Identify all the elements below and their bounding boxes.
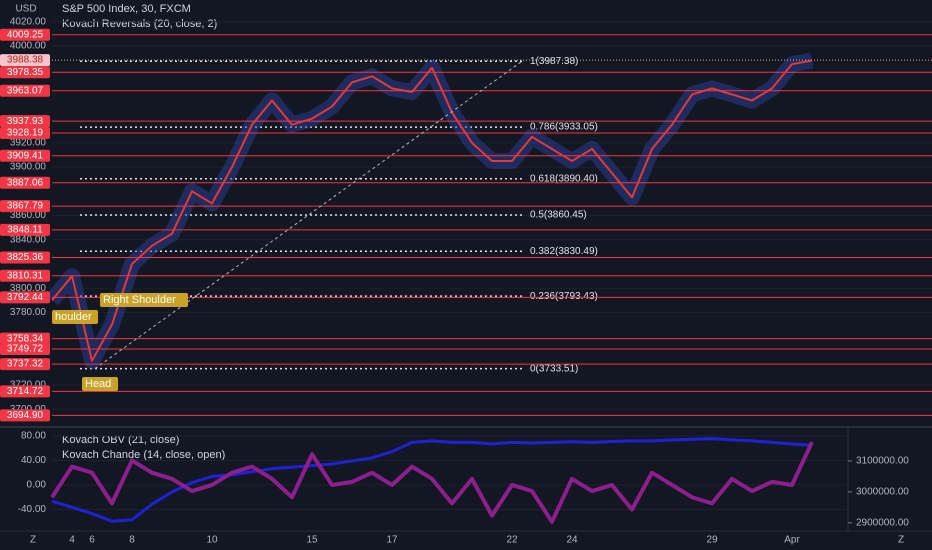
fib-label: 0.236(3793.43): [530, 291, 598, 302]
x-tick-label: 6: [89, 535, 95, 546]
x-tick-label: 24: [566, 535, 578, 546]
x-tick-label: 10: [206, 535, 218, 546]
y-tick-label: 40.00: [21, 455, 46, 466]
level-label: 3810.31: [7, 270, 44, 281]
y-tick-label: 4000.00: [10, 41, 47, 52]
y-tick-label: 0.00: [27, 480, 47, 491]
x-tick-label: 4: [69, 535, 75, 546]
z-button[interactable]: Z: [898, 535, 904, 546]
level-box: [0, 269, 50, 282]
y2-tick-label: 3000000.00: [856, 487, 909, 498]
indicator: Kovach Reversals (20, close, 2): [62, 18, 217, 30]
pane-title: Kovach Chande (14, close, open): [62, 449, 225, 461]
level-label: 3937.93: [7, 116, 44, 127]
level-label: 3963.07: [7, 85, 44, 96]
level-label: 3758.34: [7, 333, 44, 344]
level-box: [0, 343, 50, 356]
level-label: 3909.41: [7, 150, 44, 161]
fib-label: 0.382(3830.49): [530, 246, 598, 257]
level-box: [0, 291, 50, 304]
x-tick-label: 8: [129, 535, 135, 546]
level-label: 3749.72: [7, 344, 44, 355]
fib-label: 0.5(3860.45): [530, 210, 587, 221]
annotation-label: Right Shoulder: [103, 294, 176, 306]
y-tick-label: 3840.00: [10, 234, 47, 245]
y-tick-label: 80.00: [21, 431, 46, 442]
y-tick-label: 3800.00: [10, 283, 47, 294]
y2-tick-label: 3100000.00: [856, 456, 909, 467]
x-tick-label: 29: [706, 535, 718, 546]
y-tick-label: 3700.00: [10, 404, 47, 415]
indicator-line: [50, 441, 814, 524]
y-tick-label: 4020.00: [10, 16, 47, 27]
level-box: [0, 126, 50, 139]
level-box: [0, 332, 50, 345]
y2-tick-label: 2900000.00: [856, 517, 909, 528]
level-label: 3887.06: [7, 177, 44, 188]
annotation-label: Head: [85, 378, 111, 390]
annotation-label: houlder: [55, 311, 92, 323]
level-label: 3694.90: [7, 410, 44, 421]
x-tick-label: Apr: [784, 535, 800, 546]
level-label: 3867.79: [7, 201, 44, 212]
level-box: [0, 66, 50, 79]
level-label: 3737.32: [7, 359, 44, 370]
level-box: [0, 149, 50, 162]
x-tick-label: 15: [306, 535, 318, 546]
y-tick-label: 3860.00: [10, 210, 47, 221]
y-tick-label: 3720.00: [10, 380, 47, 391]
x-tick-label: 22: [506, 535, 518, 546]
symbol: S&P 500 Index, 30, FXCM: [62, 3, 191, 15]
level-box: [0, 385, 50, 398]
annotation-box: [100, 293, 188, 307]
fib-label: 1(3987.38): [530, 56, 578, 67]
x-tick-label: 17: [386, 535, 398, 546]
fib-label: 0.618(3890.40): [530, 173, 598, 184]
y-tick-label: 3920.00: [10, 138, 47, 149]
level-label: 3928.19: [7, 128, 44, 139]
indicator-line: [51, 437, 813, 523]
level-box: [0, 84, 50, 97]
level-label: 3978.35: [7, 67, 44, 78]
level-label: 3792.44: [7, 292, 44, 303]
price-line: [51, 59, 813, 362]
fib-label: 0.786(3933.05): [530, 122, 598, 133]
z-button[interactable]: Z: [30, 535, 36, 546]
fib-label: 0(3733.51): [530, 363, 578, 374]
level-box: [0, 409, 50, 422]
pane-title: Kovach OBV (21, close): [62, 434, 179, 446]
level-box: [0, 358, 50, 371]
trend-line: [94, 60, 523, 370]
level-box: [0, 115, 50, 128]
y-tick-label: 3900.00: [10, 162, 47, 173]
y-tick-label: 3780.00: [10, 307, 47, 318]
level-label: 3825.36: [7, 252, 44, 263]
level-box: [0, 251, 50, 264]
level-box: [0, 200, 50, 213]
level-box: [0, 176, 50, 189]
level-label: 4009.25: [7, 29, 44, 40]
current-price-box: [0, 54, 50, 67]
current-price-label: 3988.38: [7, 55, 44, 66]
level-label: 3848.11: [7, 225, 43, 236]
level-box: [0, 223, 50, 236]
currency: USD: [15, 4, 36, 15]
y-tick-label: -40.00: [18, 504, 47, 515]
annotation-box: [52, 310, 98, 324]
level-label: 3714.72: [7, 386, 44, 397]
level-box: [0, 28, 50, 41]
annotation-box: [82, 377, 118, 391]
